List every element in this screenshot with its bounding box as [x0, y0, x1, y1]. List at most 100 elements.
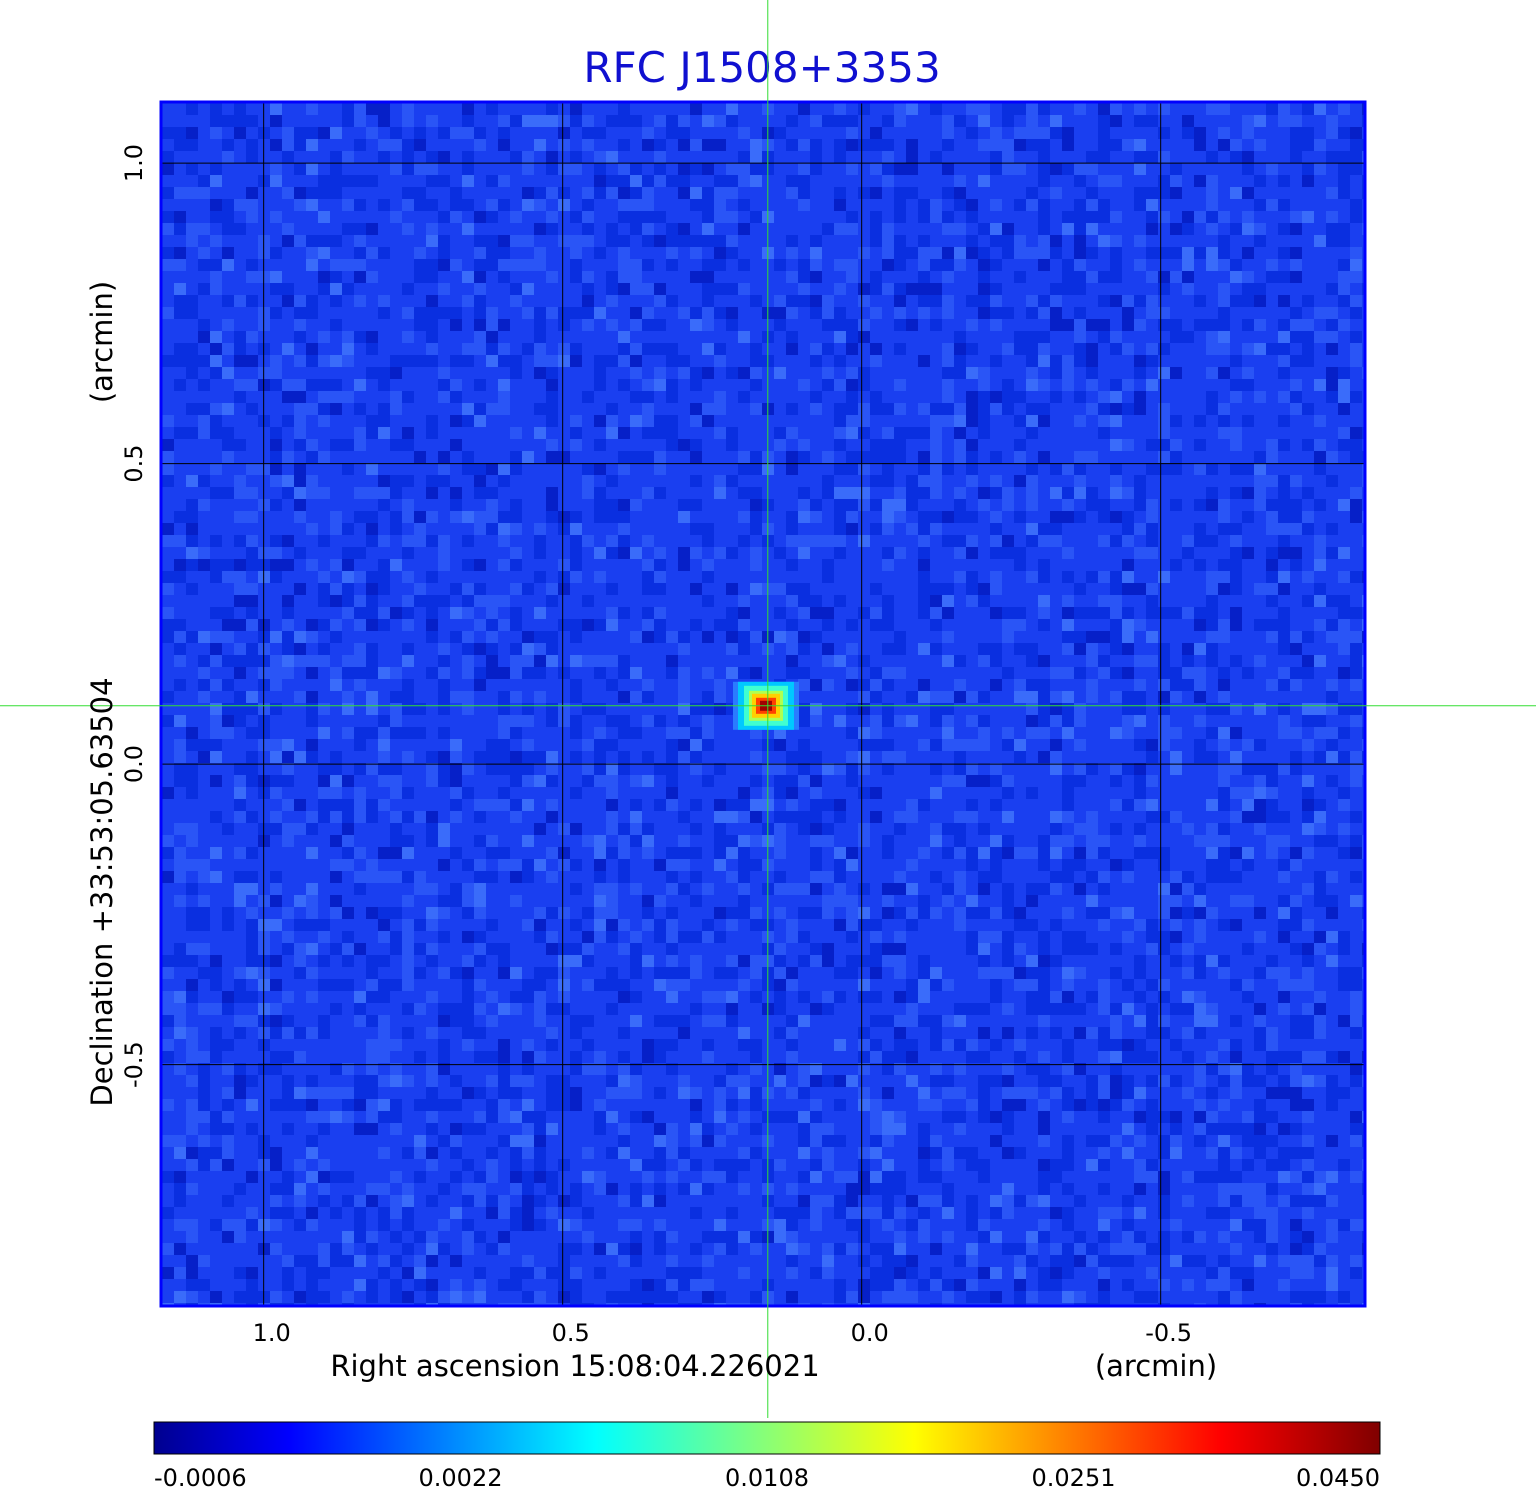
noise-pixel	[1158, 175, 1170, 187]
noise-pixel	[582, 1171, 594, 1183]
noise-pixel	[546, 847, 558, 859]
noise-pixel	[990, 391, 1002, 403]
noise-pixel	[618, 427, 630, 439]
noise-pixel	[1062, 1063, 1074, 1075]
noise-pixel	[162, 967, 174, 979]
noise-pixel	[486, 631, 498, 643]
noise-pixel	[582, 127, 594, 139]
noise-pixel	[834, 187, 846, 199]
noise-pixel	[1110, 103, 1122, 115]
noise-pixel	[246, 463, 258, 475]
noise-pixel	[174, 295, 186, 307]
noise-pixel	[198, 259, 210, 271]
noise-pixel	[1062, 223, 1074, 235]
noise-pixel	[378, 931, 390, 943]
noise-pixel	[822, 835, 834, 847]
noise-pixel	[750, 343, 762, 355]
noise-pixel	[234, 775, 246, 787]
noise-pixel	[234, 199, 246, 211]
noise-pixel	[618, 271, 630, 283]
noise-pixel	[606, 355, 618, 367]
noise-pixel	[186, 631, 198, 643]
noise-pixel	[894, 439, 906, 451]
noise-pixel	[654, 919, 666, 931]
noise-pixel	[1218, 127, 1230, 139]
noise-pixel	[858, 607, 870, 619]
noise-pixel	[546, 367, 558, 379]
noise-pixel	[1242, 367, 1254, 379]
noise-pixel	[378, 1039, 390, 1051]
noise-pixel	[330, 523, 342, 535]
noise-pixel	[690, 307, 702, 319]
noise-pixel	[966, 1207, 978, 1219]
noise-pixel	[294, 139, 306, 151]
noise-pixel	[606, 967, 618, 979]
noise-pixel	[1158, 127, 1170, 139]
noise-pixel	[210, 535, 222, 547]
noise-pixel	[1254, 283, 1266, 295]
noise-pixel	[966, 1159, 978, 1171]
noise-pixel	[1026, 1063, 1038, 1075]
noise-pixel	[690, 439, 702, 451]
noise-pixel	[486, 1171, 498, 1183]
noise-pixel	[834, 499, 846, 511]
noise-pixel	[666, 1135, 678, 1147]
noise-pixel	[186, 127, 198, 139]
noise-pixel	[666, 979, 678, 991]
noise-pixel	[1278, 679, 1290, 691]
noise-pixel	[954, 1147, 966, 1159]
noise-pixel	[786, 1231, 798, 1243]
noise-pixel	[294, 1027, 306, 1039]
noise-pixel	[918, 979, 930, 991]
noise-pixel	[294, 1183, 306, 1195]
noise-pixel	[198, 379, 210, 391]
noise-pixel	[1014, 235, 1026, 247]
noise-pixel	[582, 475, 594, 487]
noise-pixel	[378, 871, 390, 883]
noise-pixel	[318, 127, 330, 139]
noise-pixel	[894, 1231, 906, 1243]
noise-pixel	[1350, 871, 1362, 883]
noise-pixel	[1254, 655, 1266, 667]
noise-pixel	[270, 439, 282, 451]
noise-pixel	[1050, 1003, 1062, 1015]
crosshair	[0, 0, 1536, 1418]
noise-pixel	[966, 595, 978, 607]
noise-pixel	[594, 463, 606, 475]
noise-pixel	[330, 871, 342, 883]
noise-pixel	[510, 115, 522, 127]
noise-pixel	[534, 523, 546, 535]
noise-pixel	[774, 967, 786, 979]
noise-pixel	[870, 919, 882, 931]
noise-pixel	[1218, 1099, 1230, 1111]
noise-pixel	[486, 1111, 498, 1123]
noise-pixel	[1302, 1003, 1314, 1015]
noise-pixel	[798, 607, 810, 619]
noise-pixel	[1098, 331, 1110, 343]
noise-pixel	[1182, 667, 1194, 679]
noise-pixel	[690, 1267, 702, 1279]
noise-pixel	[870, 943, 882, 955]
noise-pixel	[594, 1171, 606, 1183]
noise-pixel	[234, 871, 246, 883]
noise-pixel	[210, 283, 222, 295]
noise-pixel	[1266, 559, 1278, 571]
noise-pixel	[402, 751, 414, 763]
noise-pixel	[246, 943, 258, 955]
noise-pixel	[930, 1171, 942, 1183]
noise-pixel	[1254, 799, 1266, 811]
noise-pixel	[834, 859, 846, 871]
noise-pixel	[414, 199, 426, 211]
noise-pixel	[858, 139, 870, 151]
noise-pixel	[234, 1219, 246, 1231]
noise-pixel	[1134, 139, 1146, 151]
noise-pixel	[642, 955, 654, 967]
noise-pixel	[498, 247, 510, 259]
noise-pixel	[486, 403, 498, 415]
noise-pixel	[750, 1291, 762, 1303]
noise-pixel	[330, 355, 342, 367]
noise-pixel	[918, 283, 930, 295]
noise-pixel	[954, 751, 966, 763]
noise-pixel	[1362, 1159, 1364, 1171]
noise-pixel	[918, 691, 930, 703]
